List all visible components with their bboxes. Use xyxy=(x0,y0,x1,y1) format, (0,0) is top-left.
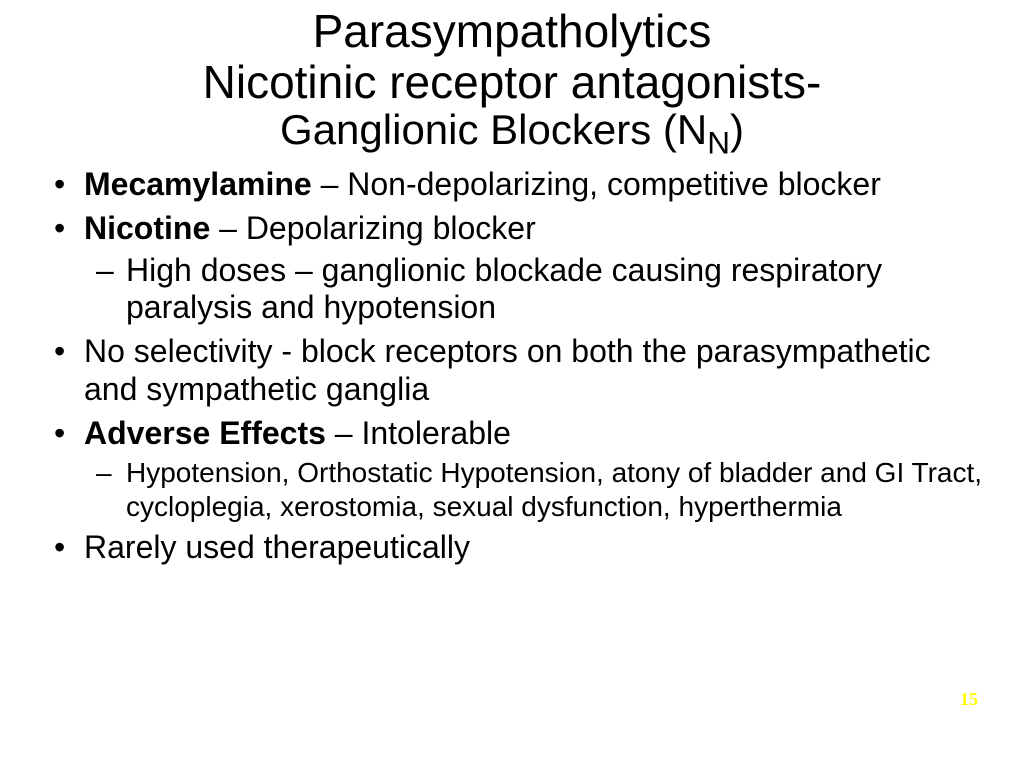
title-line-3-post: ) xyxy=(730,106,744,153)
bullet-adverse-effects: Adverse Effects – Intolerable Hypotensio… xyxy=(40,415,984,523)
bullet-nicotine-sub-1: High doses – ganglionic blockade causing… xyxy=(84,252,984,328)
bullet-adverse-effects-rest: – Intolerable xyxy=(326,415,511,451)
bullet-nicotine-sublist: High doses – ganglionic blockade causing… xyxy=(84,252,984,328)
bullet-mecamylamine-bold: Mecamylamine xyxy=(84,166,312,202)
bullet-mecamylamine-rest: – Non-depolarizing, competitive blocker xyxy=(312,166,881,202)
bullet-nicotine: Nicotine – Depolarizing blocker High dos… xyxy=(40,210,984,327)
title-line-3-subscript: N xyxy=(707,125,730,161)
bullet-no-selectivity: No selectivity - block receptors on both… xyxy=(40,333,984,409)
title-line-1: Parasympatholytics xyxy=(40,6,984,57)
bullet-nicotine-rest: – Depolarizing blocker xyxy=(210,210,536,246)
title-block: Parasympatholytics Nicotinic receptor an… xyxy=(40,6,984,160)
bullet-adverse-effects-sublist: Hypotension, Orthostatic Hypotension, at… xyxy=(84,456,984,522)
title-line-3-pre: Ganglionic Blockers (N xyxy=(280,106,707,153)
title-line-2: Nicotinic receptor antagonists- xyxy=(40,57,984,108)
bullet-adverse-effects-sub-1: Hypotension, Orthostatic Hypotension, at… xyxy=(84,456,984,522)
bullet-adverse-effects-bold: Adverse Effects xyxy=(84,415,326,451)
bullet-mecamylamine: Mecamylamine – Non-depolarizing, competi… xyxy=(40,166,984,204)
slide: Parasympatholytics Nicotinic receptor an… xyxy=(0,0,1024,768)
page-number: 15 xyxy=(960,689,978,710)
bullet-nicotine-bold: Nicotine xyxy=(84,210,210,246)
title-line-3: Ganglionic Blockers (NN) xyxy=(40,107,984,160)
bullet-list: Mecamylamine – Non-depolarizing, competi… xyxy=(40,166,984,566)
bullet-rarely-used: Rarely used therapeutically xyxy=(40,529,984,567)
